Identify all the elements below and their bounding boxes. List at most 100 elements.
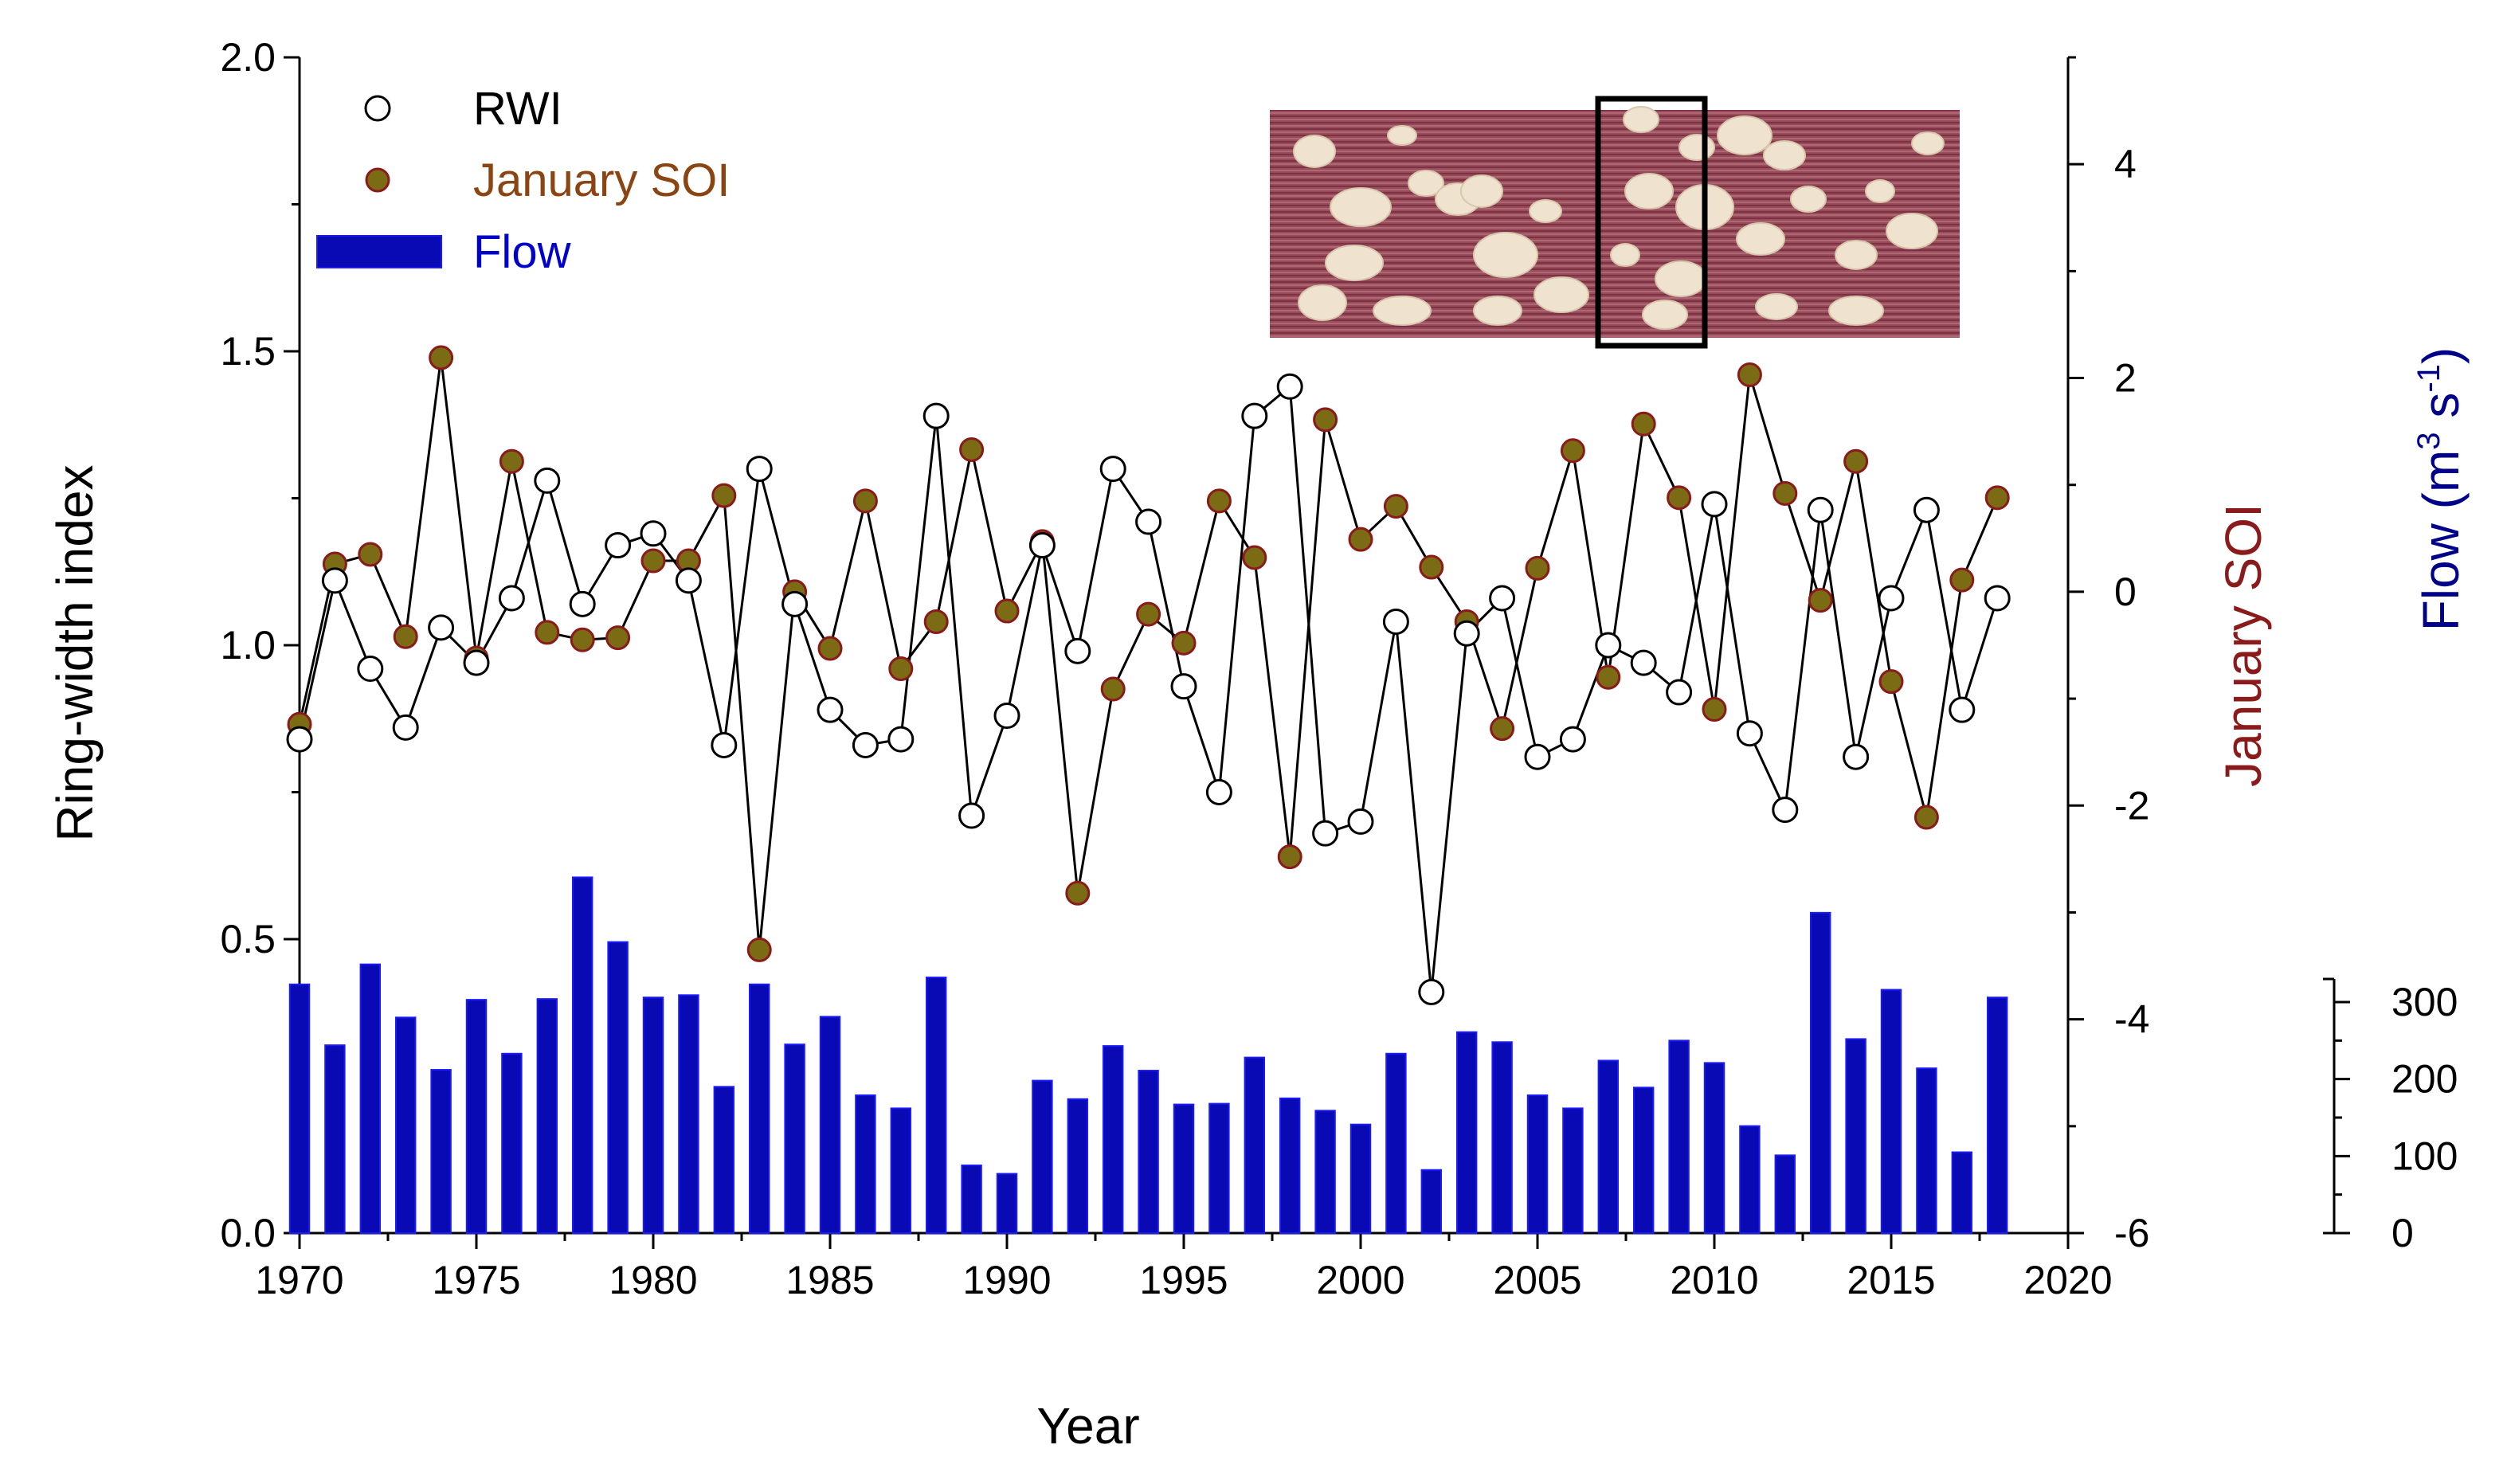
soi-point bbox=[854, 490, 876, 512]
flow-bar bbox=[325, 1045, 344, 1233]
vessel-cell bbox=[1474, 296, 1522, 325]
series-points bbox=[288, 347, 2009, 1004]
vessel-cell bbox=[1330, 188, 1391, 226]
vessel-cell bbox=[1624, 107, 1659, 132]
soi-line bbox=[300, 358, 1997, 950]
rwi-point bbox=[1737, 722, 1761, 746]
flow-title-sup: -1 bbox=[2411, 364, 2446, 393]
rwi-point bbox=[676, 569, 700, 593]
rwi-point bbox=[1526, 745, 1549, 769]
soi-point bbox=[1845, 450, 1867, 472]
flow-bars bbox=[290, 877, 2007, 1233]
flow-bar bbox=[608, 942, 627, 1233]
x-tick-label: 2015 bbox=[1847, 1258, 1935, 1302]
rwi-point bbox=[853, 733, 877, 757]
soi-point bbox=[713, 484, 735, 507]
rwi-point bbox=[1137, 510, 1161, 534]
soi-point bbox=[607, 627, 629, 649]
flow-bar bbox=[1917, 1068, 1936, 1233]
soi-point bbox=[1279, 846, 1301, 868]
rwi-point bbox=[1349, 809, 1373, 833]
soi-point bbox=[536, 621, 558, 644]
rwi-point bbox=[1207, 781, 1231, 805]
vessel-cell bbox=[1625, 174, 1673, 209]
soi-point bbox=[1951, 569, 1973, 591]
inset-micrograph bbox=[1270, 99, 1960, 346]
rwi-point bbox=[1278, 374, 1302, 398]
rwi-point bbox=[1879, 586, 1903, 610]
flow-bar bbox=[1953, 1153, 1972, 1234]
rwi-point bbox=[358, 657, 382, 681]
flow-bar bbox=[1846, 1039, 1865, 1233]
rwi-point bbox=[889, 727, 913, 751]
legend-soi-marker bbox=[366, 169, 389, 191]
x-tick-label: 2000 bbox=[1316, 1258, 1404, 1302]
x-tick-label: 1970 bbox=[255, 1258, 343, 1302]
flow-bar bbox=[1599, 1060, 1618, 1233]
rwi-point bbox=[783, 592, 807, 616]
y-left-tick-label: 0.5 bbox=[220, 917, 276, 961]
rwi-point bbox=[1101, 457, 1125, 481]
rwi-point bbox=[1702, 492, 1726, 516]
rwi-point bbox=[1172, 675, 1196, 699]
flow-bar bbox=[361, 965, 380, 1233]
flow-bar bbox=[1422, 1170, 1441, 1233]
soi-point bbox=[1597, 666, 1620, 688]
y-left-tick-label: 1.0 bbox=[220, 623, 276, 668]
rwi-point bbox=[1773, 798, 1797, 822]
rwi-point bbox=[641, 522, 665, 546]
flow-bar bbox=[502, 1054, 521, 1233]
flow-bar bbox=[644, 997, 663, 1233]
y-axis-left-title: Ring-width index bbox=[46, 464, 104, 841]
rwi-point bbox=[924, 404, 948, 428]
chart-figure: 1970 1975 1980 1985 1990 1995 2000 2005 2010 2015… bbox=[0, 0, 2503, 1484]
y-flow-tick-label: 200 bbox=[2391, 1057, 2458, 1102]
soi-point bbox=[430, 347, 452, 369]
rwi-point bbox=[1667, 680, 1691, 704]
y-soi-tick-label: -4 bbox=[2114, 997, 2149, 1042]
soi-point bbox=[394, 625, 417, 648]
rwi-point bbox=[429, 616, 453, 640]
rwi-point bbox=[1561, 727, 1584, 751]
soi-point bbox=[1526, 557, 1549, 579]
flow-title-part: ) bbox=[2412, 347, 2470, 364]
rwi-point bbox=[1243, 404, 1267, 428]
rwi-point bbox=[394, 715, 417, 739]
y-flow-tick-label: 300 bbox=[2391, 980, 2458, 1024]
flow-bar bbox=[1563, 1108, 1582, 1233]
soi-point bbox=[1774, 482, 1796, 504]
flow-bar bbox=[997, 1174, 1016, 1233]
rwi-point bbox=[1066, 639, 1090, 663]
soi-point bbox=[1067, 882, 1089, 904]
soi-point bbox=[1632, 413, 1655, 435]
flow-bar bbox=[1351, 1125, 1370, 1233]
y-flow-tick-label: 100 bbox=[2391, 1134, 2458, 1178]
soi-point bbox=[1880, 671, 1902, 693]
flow-title-sup: 3 bbox=[2411, 432, 2446, 449]
y-soi-tick-label: 0 bbox=[2114, 570, 2137, 614]
rwi-point bbox=[1420, 980, 1443, 1004]
rwi-point bbox=[288, 727, 311, 751]
rwi-point bbox=[1030, 534, 1054, 558]
rwi-point bbox=[1596, 633, 1620, 657]
soi-point bbox=[359, 543, 382, 566]
series-lines bbox=[300, 358, 1997, 992]
flow-bar bbox=[856, 1095, 875, 1233]
flow-bar bbox=[1740, 1126, 1759, 1233]
x-tick-label: 2020 bbox=[2023, 1258, 2112, 1302]
flow-bar bbox=[1138, 1071, 1157, 1233]
soi-point bbox=[1420, 556, 1443, 578]
soi-point bbox=[925, 610, 947, 632]
soi-point bbox=[1102, 678, 1124, 700]
rwi-point bbox=[1455, 621, 1479, 645]
flow-bar bbox=[396, 1017, 415, 1233]
soi-point bbox=[1561, 440, 1584, 462]
vessel-cell bbox=[1294, 135, 1335, 167]
vessel-cell bbox=[1326, 245, 1383, 280]
flow-bar bbox=[1315, 1110, 1334, 1233]
vessel-cell bbox=[1530, 200, 1561, 222]
flow-bar bbox=[1209, 1104, 1228, 1233]
flow-bar bbox=[1174, 1105, 1193, 1233]
vessel-cell bbox=[1764, 141, 1805, 170]
x-tick-label: 1975 bbox=[432, 1258, 520, 1302]
